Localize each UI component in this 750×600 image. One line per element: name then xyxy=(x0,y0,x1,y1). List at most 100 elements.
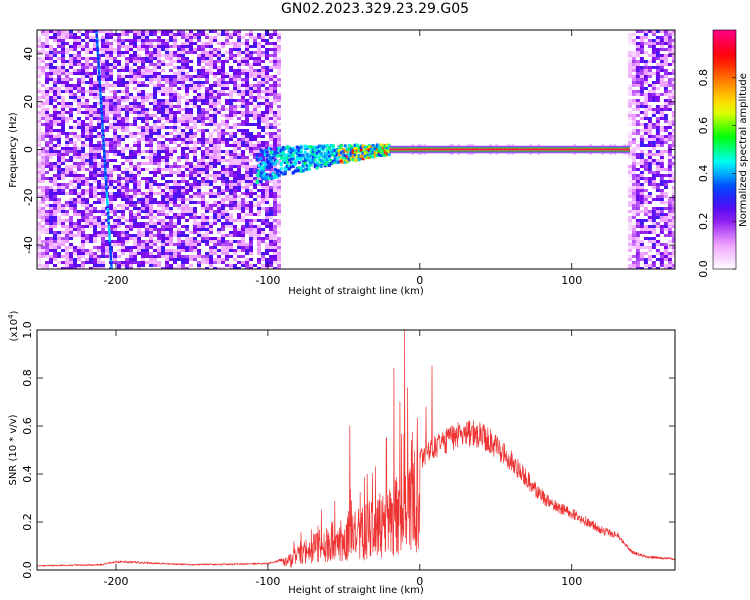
noise-cell xyxy=(261,267,265,269)
noise-cell xyxy=(189,240,193,243)
noise-cell xyxy=(89,168,93,171)
noise-cell xyxy=(177,204,181,207)
noise-cell xyxy=(233,87,237,90)
noise-cell xyxy=(81,144,85,147)
noise-cell xyxy=(61,120,65,123)
noise-cell xyxy=(101,207,105,210)
noise-cell xyxy=(61,156,65,159)
noise-cell xyxy=(647,231,652,234)
noise-cell xyxy=(667,258,672,261)
noise-cell xyxy=(105,153,109,156)
noise-cell xyxy=(201,132,205,135)
noise-cell xyxy=(61,63,65,66)
noise-cell xyxy=(37,180,41,183)
noise-cell xyxy=(41,72,45,75)
noise-cell xyxy=(129,69,133,72)
noise-cell xyxy=(651,174,656,177)
signal-onset-cell xyxy=(281,146,285,150)
noise-cell xyxy=(45,63,49,66)
noise-cell xyxy=(205,237,209,240)
noise-cell xyxy=(627,240,632,243)
noise-cell xyxy=(651,216,656,219)
signal-onset-cell xyxy=(267,147,271,151)
noise-cell xyxy=(249,123,253,126)
noise-cell xyxy=(197,201,201,204)
noise-cell xyxy=(53,66,57,69)
noise-cell xyxy=(639,159,644,162)
noise-cell xyxy=(213,39,217,42)
noise-cell xyxy=(37,81,41,84)
noise-cell xyxy=(221,105,225,108)
noise-cell xyxy=(117,90,121,93)
noise-cell xyxy=(193,171,197,174)
signal-onset-cell xyxy=(275,147,279,151)
noise-cell xyxy=(93,255,97,258)
noise-cell xyxy=(101,219,105,222)
noise-cell xyxy=(193,117,197,120)
noise-cell xyxy=(93,228,97,231)
noise-cell xyxy=(221,120,225,123)
noise-cell xyxy=(141,261,145,264)
noise-cell xyxy=(667,45,672,48)
noise-cell xyxy=(125,267,129,269)
noise-cell xyxy=(241,231,245,234)
streak-cell xyxy=(97,58,100,60)
noise-cell xyxy=(659,201,664,204)
noise-cell xyxy=(49,99,53,102)
noise-cell xyxy=(205,267,209,269)
noise-cell xyxy=(161,45,165,48)
noise-cell xyxy=(45,261,49,264)
signal-onset-cell xyxy=(257,170,261,174)
noise-cell xyxy=(129,174,133,177)
noise-cell xyxy=(97,90,101,93)
noise-cell xyxy=(73,69,77,72)
noise-cell xyxy=(113,234,117,237)
noise-cell xyxy=(117,186,121,189)
noise-cell xyxy=(77,246,81,249)
noise-cell xyxy=(121,117,125,120)
noise-cell xyxy=(41,66,45,69)
noise-cell xyxy=(205,117,209,120)
noise-cell xyxy=(659,111,664,114)
noise-cell xyxy=(125,225,129,228)
noise-cell xyxy=(181,240,185,243)
noise-cell xyxy=(245,39,249,42)
noise-cell xyxy=(133,180,137,183)
noise-cell xyxy=(225,165,229,168)
noise-cell xyxy=(229,132,233,135)
noise-cell xyxy=(141,57,145,60)
noise-cell xyxy=(173,147,177,150)
noise-cell xyxy=(73,93,77,96)
noise-cell xyxy=(233,258,237,261)
noise-cell xyxy=(165,120,169,123)
noise-cell xyxy=(269,213,273,216)
noise-cell xyxy=(65,84,69,87)
noise-cell xyxy=(113,180,117,183)
noise-cell xyxy=(667,93,672,96)
noise-cell xyxy=(627,225,632,228)
noise-cell xyxy=(651,54,656,57)
noise-cell xyxy=(37,207,41,210)
noise-cell xyxy=(125,234,129,237)
noise-cell xyxy=(73,39,77,42)
noise-cell xyxy=(205,75,209,78)
noise-cell xyxy=(225,252,229,255)
noise-cell xyxy=(37,126,41,129)
noise-cell xyxy=(145,123,149,126)
noise-cell xyxy=(61,33,65,36)
noise-cell xyxy=(37,201,41,204)
noise-cell xyxy=(273,258,277,261)
noise-cell xyxy=(205,78,209,81)
noise-cell xyxy=(273,96,277,99)
noise-cell xyxy=(663,102,668,105)
noise-cell xyxy=(77,57,81,60)
noise-cell xyxy=(627,138,632,141)
noise-cell xyxy=(161,252,165,255)
noise-cell xyxy=(631,225,636,228)
noise-cell xyxy=(205,210,209,213)
noise-cell xyxy=(149,33,153,36)
noise-cell xyxy=(205,111,209,114)
noise-cell xyxy=(655,48,660,51)
noise-cell xyxy=(277,141,281,144)
noise-cell xyxy=(85,45,89,48)
